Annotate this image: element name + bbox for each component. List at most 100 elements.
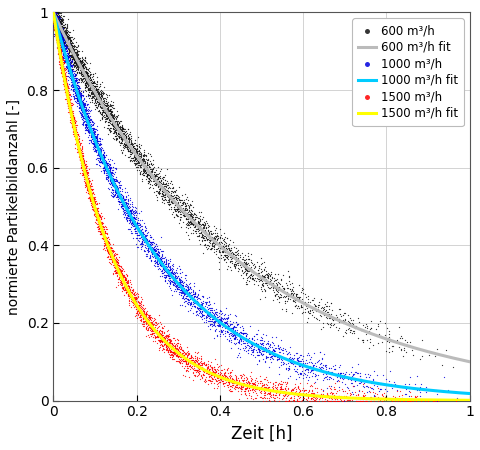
1000 m³/h	[73, 95, 81, 102]
1500 m³/h	[69, 130, 76, 138]
1500 m³/h	[188, 362, 196, 369]
1000 m³/h	[101, 163, 109, 170]
1500 m³/h	[184, 351, 192, 359]
1000 m³/h	[265, 341, 273, 348]
1500 m³/h	[68, 109, 75, 116]
1000 m³/h	[50, 9, 58, 16]
1500 m³/h	[65, 95, 73, 103]
600 m³/h	[321, 313, 329, 320]
1500 m³/h	[295, 392, 303, 399]
600 m³/h	[145, 171, 153, 179]
600 m³/h	[155, 174, 162, 181]
1000 m³/h	[115, 190, 122, 197]
1000 m³/h	[117, 190, 125, 198]
1500 m³/h	[83, 178, 90, 185]
1500 m³/h	[173, 344, 180, 351]
1500 m³/h	[279, 394, 287, 401]
1000 m³/h	[117, 195, 124, 202]
1500 m³/h	[146, 326, 154, 333]
1500 m³/h	[165, 340, 173, 347]
1500 m³/h	[251, 383, 259, 390]
1500 m³/h	[216, 370, 224, 377]
1000 m³/h	[87, 125, 95, 132]
1000 m³/h	[85, 124, 93, 131]
1000 m³/h	[49, 9, 57, 16]
1000 m³/h	[148, 251, 156, 258]
1000 m³/h	[123, 212, 131, 219]
600 m³/h	[108, 114, 115, 122]
1500 m³/h	[277, 385, 285, 392]
1000 m³/h	[120, 201, 128, 208]
1500 m³/h	[59, 64, 67, 71]
1500 m³/h	[147, 321, 155, 328]
1500 m³/h	[282, 378, 290, 386]
1000 m³/h	[198, 292, 205, 299]
1000 m³/h	[88, 119, 96, 126]
1500 m³/h	[214, 379, 222, 387]
600 m³/h	[116, 134, 124, 141]
600 m³/h	[65, 34, 73, 41]
600 m³/h	[114, 129, 121, 136]
1500 m³/h	[68, 121, 76, 128]
1500 m³/h	[87, 198, 95, 205]
600 m³/h	[62, 31, 70, 38]
1000 m³/h	[147, 233, 155, 240]
600 m³/h	[247, 266, 255, 273]
1500 m³/h	[182, 368, 190, 375]
1000 m³/h	[61, 51, 69, 58]
1000 m³/h	[234, 350, 242, 357]
1500 m³/h	[62, 89, 70, 96]
1500 m³/h	[115, 274, 122, 281]
1000 m³/h	[90, 129, 98, 136]
600 m³/h	[299, 308, 307, 315]
1500 m³/h	[60, 70, 68, 77]
1500 m³/h	[163, 336, 170, 343]
600 m³/h	[273, 270, 281, 278]
600 m³/h	[168, 194, 176, 201]
1000 m³/h	[118, 194, 126, 201]
1000 m³/h	[64, 54, 72, 62]
1000 m³/h	[56, 33, 63, 40]
1500 m³/h	[130, 303, 138, 310]
1500 m³/h	[51, 6, 59, 14]
1500 m³/h	[211, 375, 218, 382]
600 m³/h	[126, 131, 133, 138]
1000 m³/h	[255, 348, 263, 356]
1000 m³/h	[299, 357, 307, 364]
600 m³/h	[271, 292, 278, 299]
600 m³/h	[79, 67, 86, 74]
1000 m³/h	[63, 61, 71, 68]
1000 m³/h	[118, 192, 126, 199]
600 m³/h	[181, 211, 189, 218]
600 m³/h	[159, 188, 167, 195]
1000 m³/h	[96, 151, 104, 158]
600 m³/h	[198, 228, 206, 235]
600 m³/h	[54, 13, 61, 20]
600 m³/h	[80, 68, 87, 75]
1500 m³/h	[99, 220, 107, 227]
600 m³/h	[71, 58, 79, 66]
1500 m³/h	[50, 27, 58, 34]
1000 m³/h	[190, 302, 198, 310]
1000 m³/h	[230, 323, 238, 330]
1000 m³/h	[162, 258, 169, 265]
600 m³/h	[194, 218, 202, 225]
600 m³/h	[242, 279, 250, 286]
1500 m³/h	[178, 363, 185, 370]
1000 m³/h	[123, 203, 131, 211]
600 m³/h	[94, 107, 102, 114]
1000 m³/h	[63, 56, 71, 63]
600 m³/h	[124, 144, 132, 151]
1500 m³/h	[215, 363, 223, 370]
600 m³/h	[64, 38, 72, 45]
1500 m³/h	[50, 19, 58, 26]
1000 m³/h	[71, 94, 78, 102]
1500 m³/h	[147, 331, 155, 338]
600 m³/h	[135, 151, 143, 158]
1500 m³/h	[91, 210, 99, 217]
1000 m³/h	[415, 392, 423, 399]
1000 m³/h	[156, 255, 164, 262]
1000 m³/h	[51, 16, 59, 23]
1500 m³/h	[77, 148, 85, 155]
1000 m³/h	[194, 304, 202, 311]
